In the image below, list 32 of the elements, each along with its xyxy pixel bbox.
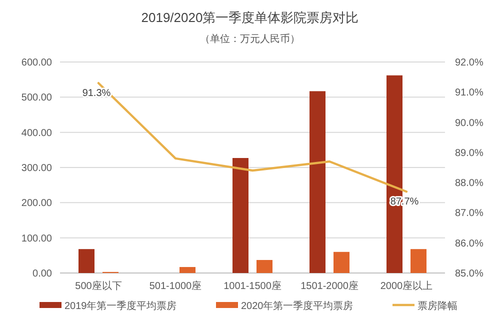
- legend-label: 2019年第一季度平均票房: [64, 300, 177, 312]
- y2-tick-label: 92.0%: [455, 58, 484, 68]
- y2-tick-label: 85.0%: [455, 268, 484, 280]
- bar: [180, 267, 196, 273]
- x-tick-label: 2000座以上: [380, 280, 433, 292]
- y-tick-label: 300.00: [21, 163, 52, 174]
- y2-tick-label: 91.0%: [455, 88, 484, 99]
- y2-tick-label: 89.0%: [455, 148, 484, 159]
- y-tick-label: 100.00: [21, 233, 52, 244]
- y2-tick-label: 87.0%: [455, 208, 484, 220]
- chart-title: 2019/2020第一季度单体影院票房对比: [141, 10, 359, 25]
- bar: [410, 249, 426, 273]
- y-tick-label: 400.00: [21, 128, 52, 139]
- bar: [334, 252, 350, 273]
- y-tick-label: 500.00: [21, 92, 52, 104]
- y2-tick-label: 86.0%: [455, 238, 484, 250]
- x-tick-label: 1001-1500座: [224, 280, 282, 292]
- chart-subtitle: （单位：万元人民币）: [200, 33, 300, 45]
- y2-tick-label: 88.0%: [455, 178, 484, 190]
- y-tick-label: 200.00: [21, 198, 52, 210]
- x-tick-label: 501-1000座: [149, 280, 202, 292]
- y-tick-label: 600.00: [21, 58, 52, 68]
- x-tick-label: 500座以下: [75, 280, 122, 292]
- bar: [78, 249, 94, 273]
- y2-tick-label: 90.0%: [455, 118, 484, 129]
- bar: [310, 91, 326, 273]
- legend-label: 票房降幅: [418, 300, 458, 312]
- x-tick-label: 1501-2000座: [300, 280, 358, 292]
- bar: [256, 260, 272, 273]
- bar: [232, 158, 248, 273]
- y-tick-label: 0.00: [32, 268, 52, 280]
- legend-label: 2020年第一季度平均票房: [241, 300, 354, 312]
